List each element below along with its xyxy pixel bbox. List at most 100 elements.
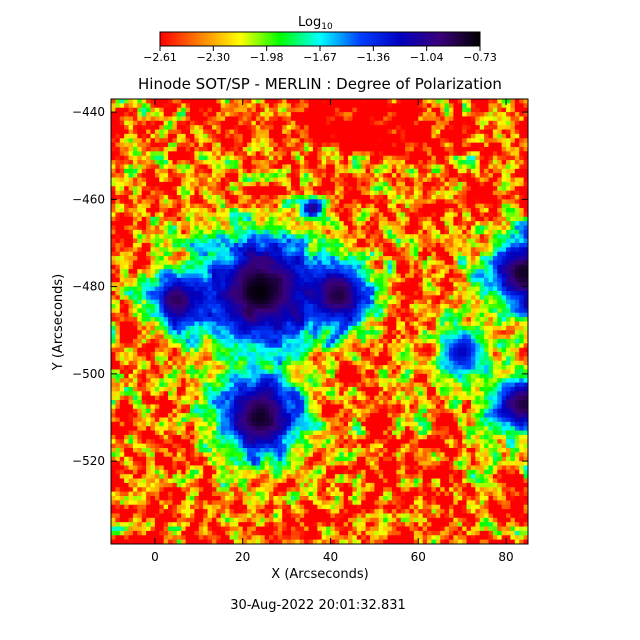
heatmap-cell: [440, 264, 446, 270]
heatmap-cell: [150, 234, 156, 240]
heatmap-cell: [519, 260, 525, 266]
heatmap-cell: [326, 160, 332, 166]
heatmap-cell: [479, 273, 485, 279]
heatmap-cell: [361, 238, 367, 244]
heatmap-cell: [330, 168, 336, 174]
heatmap-cell: [444, 299, 450, 305]
heatmap-cell: [154, 173, 160, 179]
heatmap-cell: [150, 181, 156, 187]
heatmap-cell: [176, 146, 182, 152]
heatmap-cell: [453, 168, 459, 174]
heatmap-cell: [405, 203, 411, 209]
heatmap-cell: [159, 238, 165, 244]
heatmap-cell: [396, 181, 402, 187]
heatmap-cell: [387, 221, 393, 227]
heatmap-cell: [176, 286, 182, 292]
heatmap-cell: [365, 194, 371, 200]
heatmap-cell: [435, 208, 441, 214]
heatmap-cell: [260, 308, 266, 314]
heatmap-cell: [440, 203, 446, 209]
heatmap-cell: [361, 208, 367, 214]
heatmap-cell: [295, 146, 301, 152]
heatmap-cell: [374, 125, 380, 131]
heatmap-cell: [111, 225, 116, 231]
heatmap-cell: [497, 238, 503, 244]
heatmap-cell: [391, 312, 397, 318]
heatmap-cell: [273, 225, 279, 231]
heatmap-cell: [427, 321, 433, 327]
heatmap-cell: [124, 299, 130, 305]
heatmap-cell: [321, 138, 327, 144]
heatmap-cell: [277, 304, 283, 310]
heatmap-cell: [510, 264, 516, 270]
heatmap-cell: [506, 160, 512, 166]
heatmap-cell: [321, 177, 327, 183]
heatmap-cell: [203, 129, 209, 135]
heatmap-cell: [172, 133, 178, 139]
heatmap-cell: [211, 256, 217, 262]
heatmap-cell: [207, 225, 213, 231]
heatmap-cell: [348, 199, 354, 205]
heatmap-cell: [506, 120, 512, 126]
heatmap-cell: [453, 107, 459, 113]
heatmap-cell: [304, 251, 310, 257]
heatmap-cell: [448, 199, 454, 205]
heatmap-cell: [339, 321, 345, 327]
heatmap-cell: [137, 160, 143, 166]
heatmap-cell: [295, 129, 301, 135]
heatmap-cell: [137, 290, 143, 296]
heatmap-cell: [141, 308, 147, 314]
heatmap-cell: [176, 299, 182, 305]
heatmap-cell: [229, 251, 235, 257]
heatmap-cell: [216, 264, 222, 270]
heatmap-cell: [396, 308, 402, 314]
heatmap-cell: [448, 125, 454, 131]
heatmap-cell: [435, 304, 441, 310]
heatmap-cell: [238, 321, 244, 327]
heatmap-cell: [299, 177, 305, 183]
heatmap-cell: [317, 308, 323, 314]
heatmap-cell: [198, 125, 204, 131]
heatmap-cell: [255, 99, 261, 104]
heatmap-cell: [190, 234, 195, 240]
heatmap-cell: [225, 133, 231, 139]
heatmap-cell: [422, 203, 428, 209]
heatmap-cell: [334, 99, 340, 104]
heatmap-cell: [124, 325, 130, 331]
heatmap-cell: [391, 238, 397, 244]
heatmap-cell: [523, 242, 528, 248]
heatmap-cell: [137, 317, 143, 323]
heatmap-cell: [220, 212, 226, 218]
heatmap-cell: [466, 142, 472, 148]
heatmap-cell: [514, 194, 520, 200]
heatmap-cell: [181, 99, 187, 104]
heatmap-cell: [405, 120, 411, 126]
heatmap-cell: [233, 125, 239, 131]
heatmap-cell: [444, 221, 450, 227]
heatmap-cell: [225, 242, 231, 248]
heatmap-cell: [400, 321, 406, 327]
heatmap-cell: [440, 216, 446, 222]
heatmap-cell: [132, 190, 138, 196]
heatmap-cell: [488, 208, 494, 214]
heatmap-cell: [137, 151, 143, 157]
heatmap-cell: [326, 155, 332, 161]
heatmap-cell: [514, 186, 520, 192]
heatmap-cell: [190, 216, 195, 222]
heatmap-cell: [260, 138, 266, 144]
heatmap-cell: [317, 120, 323, 126]
heatmap-cell: [150, 225, 156, 231]
heatmap-cell: [334, 290, 340, 296]
heatmap-cell: [277, 116, 283, 122]
heatmap-cell: [343, 225, 349, 231]
heatmap-cell: [317, 212, 323, 218]
heatmap-cell: [475, 264, 481, 270]
heatmap-cell: [251, 290, 257, 296]
heatmap-cell: [422, 138, 428, 144]
heatmap-cell: [453, 151, 459, 157]
heatmap-cell: [387, 234, 393, 240]
heatmap-cell: [115, 181, 121, 187]
heatmap-cell: [242, 186, 248, 192]
heatmap-cell: [290, 194, 296, 200]
heatmap-cell: [321, 286, 327, 292]
